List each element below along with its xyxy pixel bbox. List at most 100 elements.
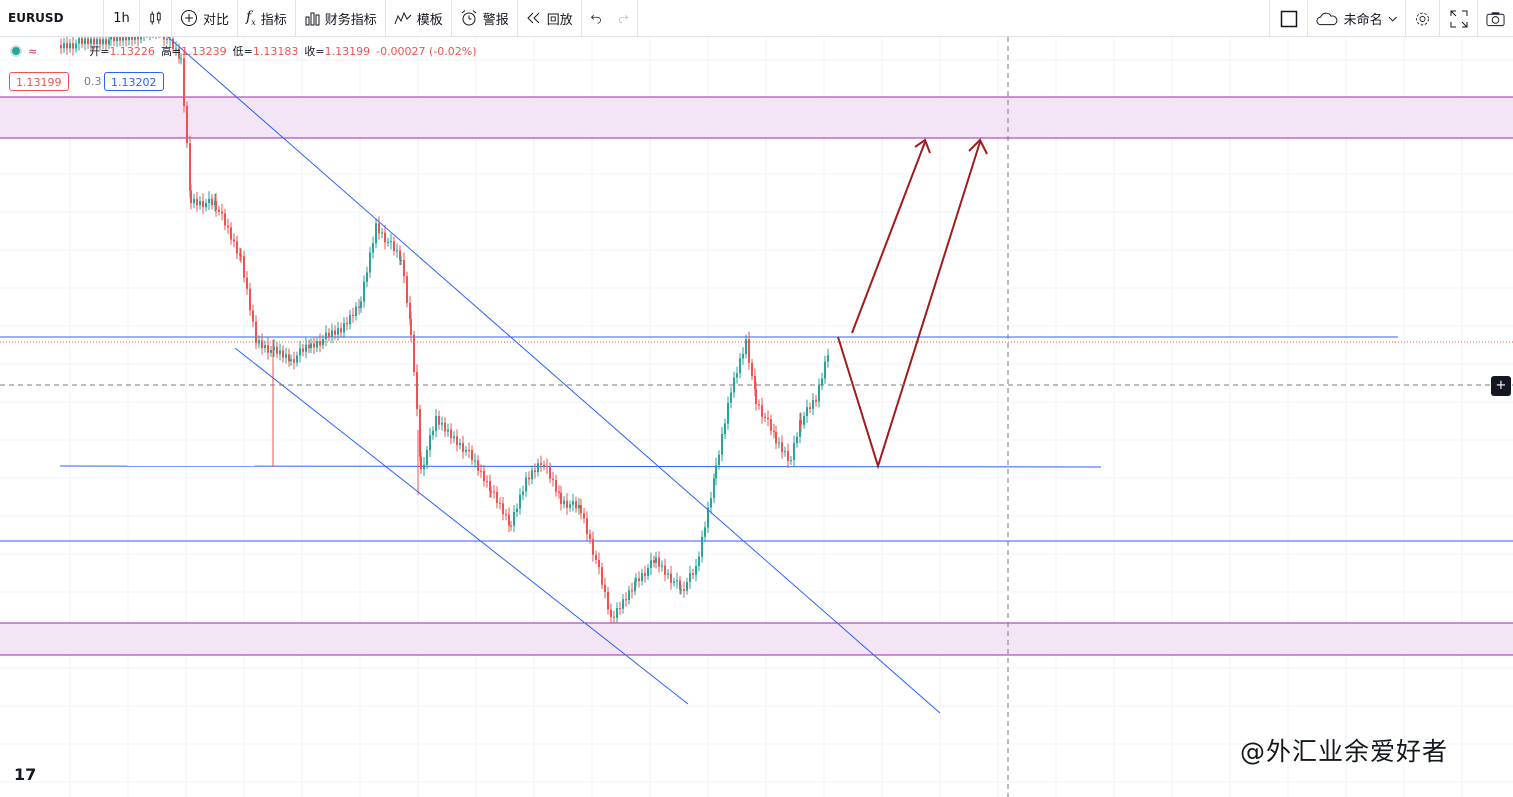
candle-body bbox=[378, 223, 380, 234]
candle-body bbox=[638, 578, 640, 581]
compare-button[interactable]: 对比 bbox=[172, 0, 239, 37]
financials-button[interactable]: 财务指标 bbox=[296, 0, 386, 37]
candle-body bbox=[186, 106, 188, 144]
candle-body bbox=[224, 213, 226, 226]
candle-body bbox=[537, 463, 539, 472]
arrowhead bbox=[914, 138, 931, 154]
candle-body bbox=[450, 429, 452, 439]
templates-button[interactable]: 模板 bbox=[386, 0, 452, 37]
candle-body bbox=[628, 590, 630, 600]
cloud-icon bbox=[1316, 12, 1338, 25]
replay-button[interactable]: 回放 bbox=[518, 0, 582, 37]
candle-body bbox=[572, 501, 574, 505]
support-zone bbox=[0, 623, 1513, 655]
candle-body bbox=[631, 590, 633, 592]
candle-body bbox=[410, 319, 412, 335]
undo-button[interactable] bbox=[582, 0, 610, 37]
candle-body bbox=[799, 420, 801, 437]
candle-body bbox=[781, 442, 783, 452]
chart-grid bbox=[0, 37, 1513, 797]
alarm-clock-icon bbox=[461, 10, 477, 26]
candle-body bbox=[689, 573, 691, 582]
settings-button[interactable] bbox=[1405, 0, 1439, 37]
sell-price-button[interactable]: 1.13199 bbox=[9, 72, 69, 91]
candle-body bbox=[664, 565, 666, 575]
candle-body bbox=[803, 416, 805, 425]
template-icon bbox=[394, 11, 412, 25]
candle-body bbox=[163, 37, 165, 40]
candle-body bbox=[252, 310, 254, 322]
candle-body bbox=[748, 339, 750, 363]
price-chart[interactable] bbox=[0, 37, 1513, 797]
indicators-button[interactable]: fx 指标 bbox=[238, 0, 296, 37]
fullscreen-toggle-button[interactable] bbox=[1269, 0, 1307, 37]
projection-arrow-1 bbox=[851, 141, 926, 334]
close-value: 1.13199 bbox=[324, 44, 371, 58]
candle-body bbox=[679, 580, 681, 590]
screenshot-button[interactable] bbox=[1477, 0, 1513, 37]
candle-body bbox=[534, 470, 536, 472]
candle-body bbox=[641, 573, 643, 581]
symbol-search-button[interactable]: EURUSD bbox=[0, 0, 104, 37]
ohlc-legend: ≈ 开= 1.13226 高= 1.13239 低= 1.13183 收= 1.1319… bbox=[10, 43, 477, 59]
interval-label: 1h bbox=[113, 10, 130, 26]
candle-body bbox=[413, 334, 415, 372]
chart-type-button[interactable] bbox=[140, 0, 172, 37]
candle-body bbox=[622, 599, 624, 609]
candle-body bbox=[137, 37, 139, 40]
buy-price-button[interactable]: 1.13202 bbox=[104, 72, 164, 91]
candle-body bbox=[486, 481, 488, 483]
candle-body bbox=[438, 416, 440, 425]
candle-body bbox=[264, 345, 266, 348]
candle-body bbox=[279, 350, 281, 354]
candle-body bbox=[459, 443, 461, 445]
candle-body bbox=[634, 581, 636, 592]
candle-body bbox=[775, 432, 777, 444]
candle-body bbox=[661, 565, 663, 567]
candle-body bbox=[273, 346, 275, 350]
candle-body bbox=[236, 241, 238, 254]
candle-body bbox=[790, 460, 792, 461]
candle-body bbox=[793, 443, 795, 460]
candle-body bbox=[140, 37, 142, 40]
candle-body bbox=[435, 416, 437, 431]
alert-button[interactable]: 警报 bbox=[452, 0, 518, 37]
candle-body bbox=[812, 400, 814, 409]
candle-body bbox=[131, 37, 133, 40]
candle-body bbox=[513, 512, 515, 526]
candle-body bbox=[72, 43, 74, 49]
candle-body bbox=[821, 378, 823, 385]
layout-name-label: 未命名 bbox=[1343, 13, 1383, 28]
candle-body bbox=[358, 306, 360, 308]
candle-body bbox=[366, 272, 368, 282]
candle-body bbox=[809, 407, 811, 409]
watermark-text: @外汇业余爱好者 bbox=[1240, 737, 1449, 766]
interval-button[interactable]: 1h bbox=[104, 0, 140, 37]
candle-body bbox=[592, 539, 594, 555]
candle-body bbox=[105, 39, 107, 45]
candle-body bbox=[99, 39, 101, 45]
add-price-button[interactable]: + bbox=[1491, 376, 1511, 396]
candle-body bbox=[673, 581, 675, 583]
alert-label: 警报 bbox=[482, 12, 509, 28]
candle-body bbox=[543, 464, 545, 466]
candle-body bbox=[180, 58, 182, 60]
candle-body bbox=[211, 198, 213, 205]
candle-body bbox=[375, 223, 377, 244]
candle-body bbox=[119, 37, 121, 41]
candle-body bbox=[393, 241, 395, 251]
candle-body bbox=[403, 260, 405, 277]
rewind-icon bbox=[527, 12, 540, 24]
redo-button[interactable] bbox=[610, 0, 638, 37]
candle-body bbox=[369, 252, 371, 273]
layout-save-button[interactable]: 未命名 bbox=[1307, 0, 1405, 37]
fullscreen-button[interactable] bbox=[1439, 0, 1477, 37]
candle-body bbox=[546, 466, 548, 468]
compare-label: 对比 bbox=[203, 12, 230, 28]
candle-body bbox=[575, 501, 577, 509]
candle-body bbox=[549, 467, 551, 479]
candle-body bbox=[755, 389, 757, 404]
candle-body bbox=[650, 560, 652, 568]
candle-body bbox=[480, 470, 482, 472]
candle-body bbox=[489, 481, 491, 492]
